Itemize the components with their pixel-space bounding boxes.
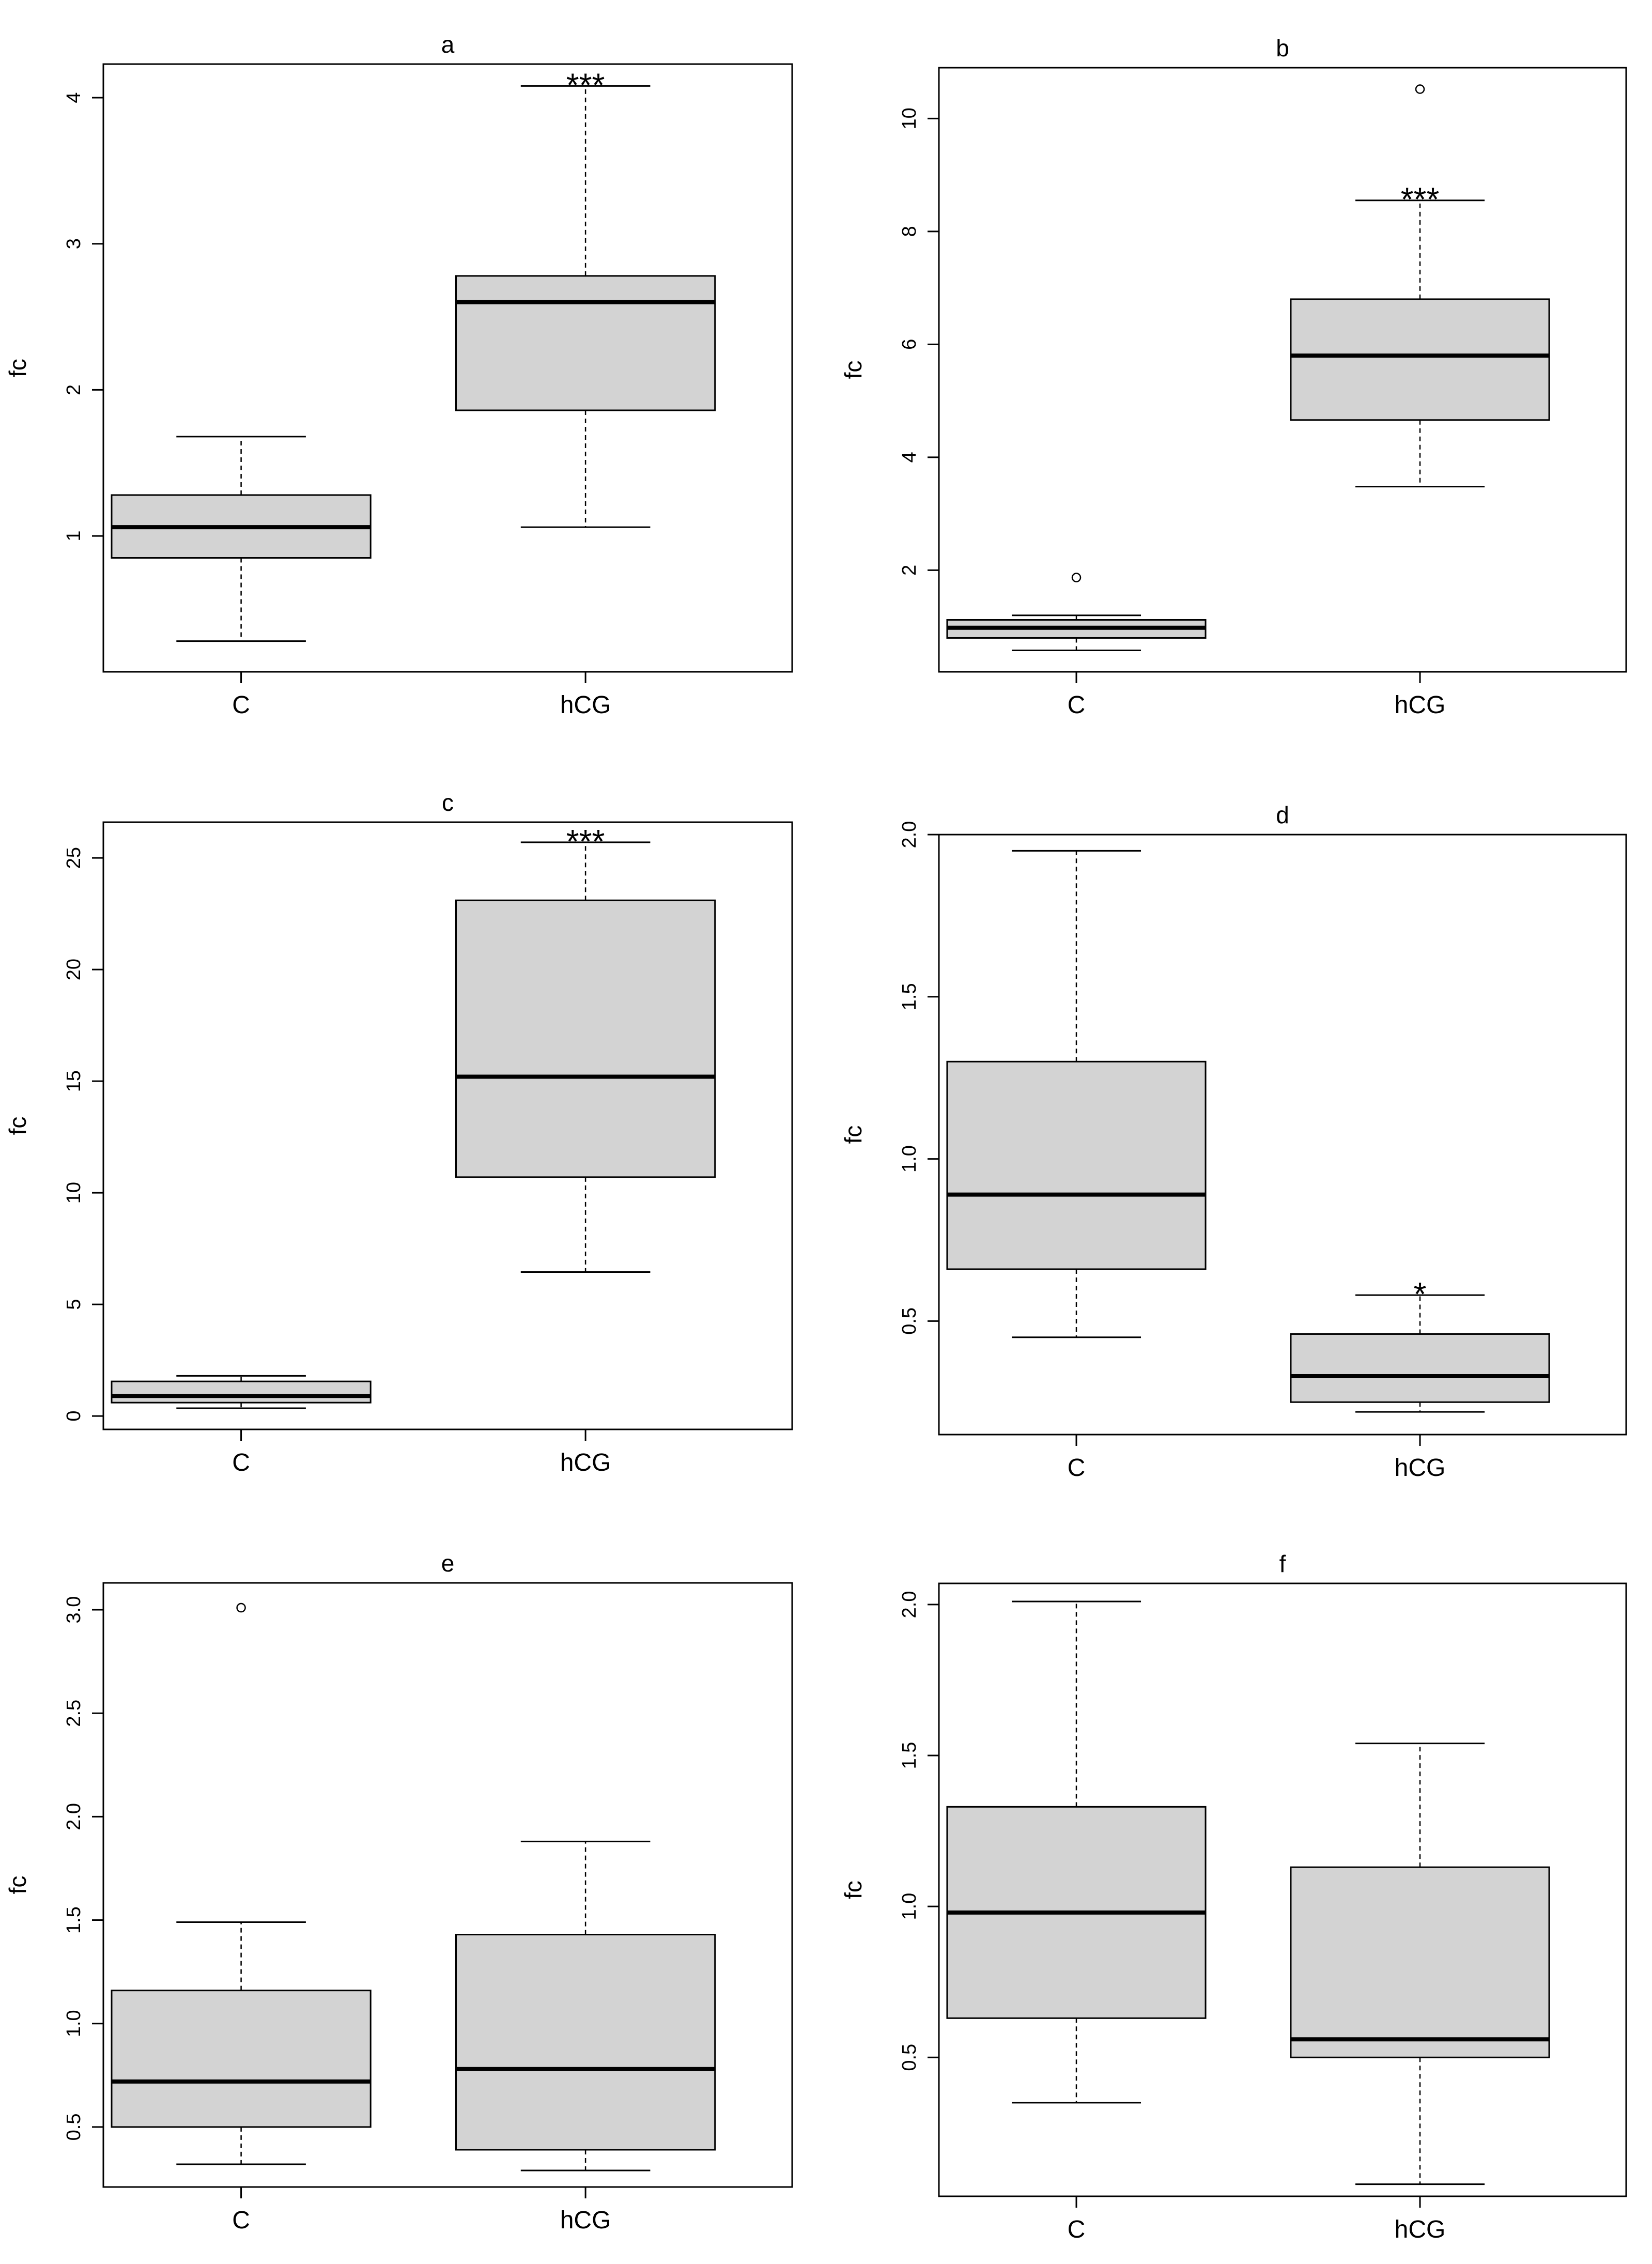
panel-e: e fc 0.5 1.0 1.5 2.0 2.5 3.0 C hCG xyxy=(4,1550,793,2234)
box-hcg xyxy=(455,85,716,528)
y-tick-label: 5 xyxy=(63,1299,85,1310)
iqr-box xyxy=(1290,298,1550,421)
chart-title: e xyxy=(441,1550,455,1577)
outlier-point xyxy=(1415,84,1425,94)
y-axis-label: fc xyxy=(840,1881,867,1899)
y-tick-label: 1.0 xyxy=(63,2010,85,2037)
y-tick-label: 1 xyxy=(63,531,85,542)
box-c xyxy=(946,1600,1207,2104)
panel-f: f fc 0.5 1.0 1.5 2.0 C hCG xyxy=(840,1550,1627,2243)
x-tick-label: hCG xyxy=(1395,691,1446,719)
panel-a: a fc 1 2 3 4 C hCG *** xyxy=(4,31,793,719)
y-axis-label: fc xyxy=(840,1126,867,1144)
y-tick-label: 1.5 xyxy=(899,1742,920,1769)
y-axis-label: fc xyxy=(4,1876,31,1895)
chart-title: b xyxy=(1276,35,1289,61)
x-tick-label: C xyxy=(232,1449,250,1476)
y-tick-label: 10 xyxy=(63,1182,85,1204)
iqr-box xyxy=(455,899,716,1178)
box-hcg xyxy=(455,1840,716,2171)
y-axis-label: fc xyxy=(4,359,31,377)
y-axis-label: fc xyxy=(4,1117,31,1135)
plot-frame xyxy=(938,1582,1627,2197)
panel-b: b fc 2 4 6 8 10 C hCG *** xyxy=(840,35,1627,719)
y-tick-label: 15 xyxy=(63,1070,85,1092)
x-tick-label: hCG xyxy=(560,691,611,719)
box-c xyxy=(946,850,1207,1338)
iqr-box xyxy=(111,1380,372,1404)
box-c xyxy=(111,1603,372,2165)
panel-c: c fc 0 5 10 15 20 25 C hCG *** xyxy=(4,789,793,1476)
y-tick-label: 0.5 xyxy=(899,2044,920,2071)
y-tick-label: 2.0 xyxy=(63,1803,85,1830)
y-axis-label: fc xyxy=(840,361,867,379)
box-c xyxy=(111,1375,372,1409)
significance-label: *** xyxy=(566,823,605,860)
x-tick-label: C xyxy=(1068,2216,1086,2243)
box-hcg xyxy=(1290,1294,1550,1413)
significance-label: *** xyxy=(566,66,605,103)
y-tick-label: 4 xyxy=(899,452,920,463)
y-tick-label: 10 xyxy=(899,107,920,129)
iqr-box xyxy=(1290,1333,1550,1403)
iqr-box xyxy=(455,1934,716,2151)
y-tick-label: 25 xyxy=(63,847,85,869)
y-tick-label: 1.0 xyxy=(899,1145,920,1173)
y-tick-label: 1.5 xyxy=(899,983,920,1010)
chart-title: a xyxy=(441,31,455,58)
plot-frame xyxy=(938,834,1627,1436)
significance-label: * xyxy=(1414,1275,1427,1313)
outlier-point xyxy=(236,1603,246,1613)
y-tick-label: 0 xyxy=(63,1411,85,1422)
chart-title: d xyxy=(1276,802,1289,828)
iqr-box xyxy=(1290,1866,1550,2058)
chart-title: f xyxy=(1279,1550,1286,1577)
y-tick-label: 2 xyxy=(63,384,85,395)
plot-frame xyxy=(938,67,1627,673)
y-tick-label: 0.5 xyxy=(63,2113,85,2140)
x-tick-label: C xyxy=(1068,1454,1086,1482)
iqr-box xyxy=(946,1060,1207,1270)
box-hcg xyxy=(1290,1743,1550,2185)
y-tick-label: 2.5 xyxy=(63,1700,85,1727)
box-c xyxy=(111,436,372,642)
x-tick-label: C xyxy=(232,2207,250,2234)
box-hcg xyxy=(455,841,716,1273)
y-tick-label: 2.0 xyxy=(899,1591,920,1618)
y-tick-label: 0.5 xyxy=(899,1307,920,1335)
y-tick-label: 4 xyxy=(63,92,85,103)
outlier-point xyxy=(1071,573,1082,582)
chart-title: c xyxy=(442,789,454,816)
x-tick-label: hCG xyxy=(560,1449,611,1476)
x-tick-label: C xyxy=(1068,691,1086,719)
plot-frame xyxy=(102,63,793,673)
box-c xyxy=(946,573,1207,651)
plot-frame xyxy=(102,821,793,1430)
x-tick-label: hCG xyxy=(1395,1454,1446,1482)
y-tick-label: 3.0 xyxy=(63,1596,85,1624)
iqr-box xyxy=(111,1990,372,2128)
box-hcg xyxy=(1290,84,1550,488)
y-tick-label: 3 xyxy=(63,238,85,249)
y-tick-label: 6 xyxy=(899,339,920,350)
y-tick-label: 2 xyxy=(899,565,920,576)
y-tick-label: 20 xyxy=(63,959,85,980)
panel-d: d fc 0.5 1.0 1.5 2.0 C hCG * xyxy=(840,802,1627,1482)
y-tick-label: 8 xyxy=(899,226,920,237)
x-tick-label: C xyxy=(232,691,250,719)
y-tick-label: 1.5 xyxy=(63,1906,85,1934)
y-tick-label: 1.0 xyxy=(899,1893,920,1920)
x-tick-label: hCG xyxy=(560,2207,611,2234)
significance-label: *** xyxy=(1401,181,1440,218)
x-tick-label: hCG xyxy=(1395,2216,1446,2243)
y-tick-label: 2.0 xyxy=(899,821,920,849)
iqr-box xyxy=(455,275,716,411)
plot-frame xyxy=(102,1582,793,2188)
